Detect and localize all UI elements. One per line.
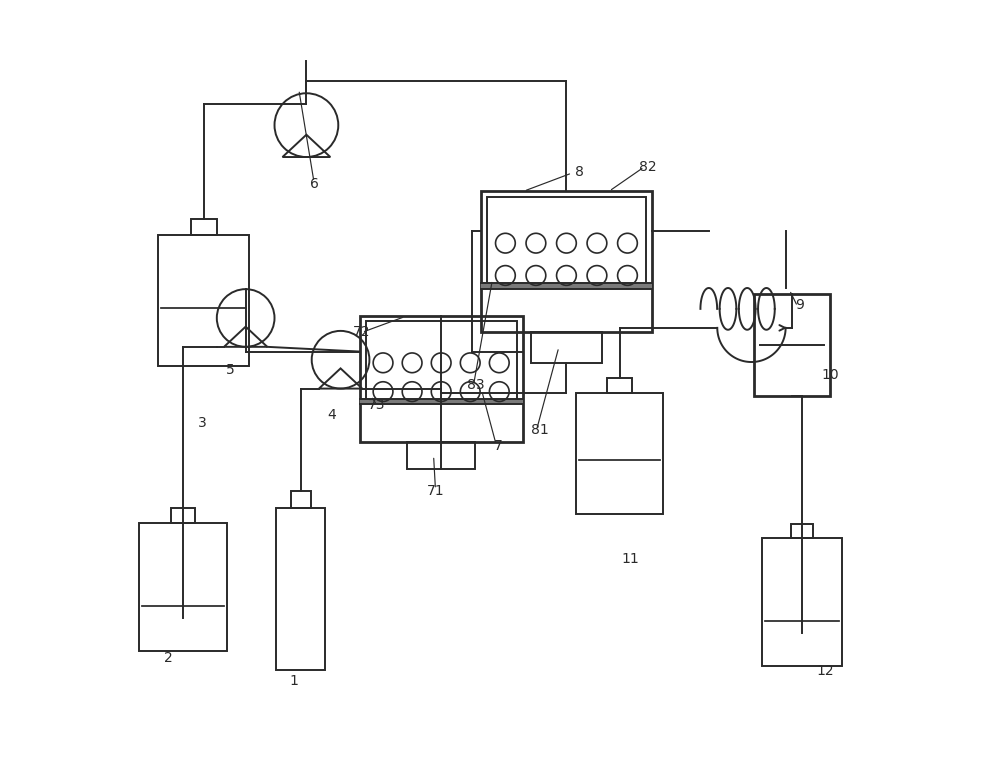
Bar [366, 322, 517, 402]
Text: 2: 2 [164, 651, 173, 665]
Text: 4: 4 [327, 408, 336, 422]
Text: 82: 82 [639, 160, 657, 174]
Text: 12: 12 [816, 664, 834, 678]
Bar [360, 316, 523, 442]
Bar [576, 393, 663, 514]
Bar [481, 191, 652, 331]
Text: 83: 83 [467, 378, 485, 392]
Text: 9: 9 [795, 298, 804, 312]
Bar [191, 219, 217, 235]
Text: 7: 7 [494, 439, 503, 453]
Bar [139, 523, 227, 651]
Text: 81: 81 [531, 424, 548, 437]
Text: 72: 72 [353, 325, 371, 338]
Bar [762, 539, 842, 666]
Text: 5: 5 [226, 363, 235, 376]
Bar [171, 508, 195, 523]
Text: 71: 71 [427, 484, 444, 498]
Bar [360, 399, 523, 404]
Bar [481, 283, 652, 289]
Bar [276, 507, 325, 670]
Text: 73: 73 [368, 399, 386, 412]
Bar [407, 442, 475, 469]
Bar [487, 197, 646, 287]
Text: 11: 11 [622, 552, 639, 566]
Bar [791, 523, 813, 539]
Text: 10: 10 [821, 368, 839, 382]
Bar [531, 331, 602, 363]
Bar [291, 491, 311, 507]
Bar [158, 235, 249, 366]
Text: 1: 1 [289, 674, 298, 688]
Text: 8: 8 [575, 165, 584, 179]
Bar [607, 378, 632, 393]
Text: 3: 3 [198, 416, 207, 430]
Text: 6: 6 [310, 177, 318, 190]
Bar [754, 293, 830, 396]
